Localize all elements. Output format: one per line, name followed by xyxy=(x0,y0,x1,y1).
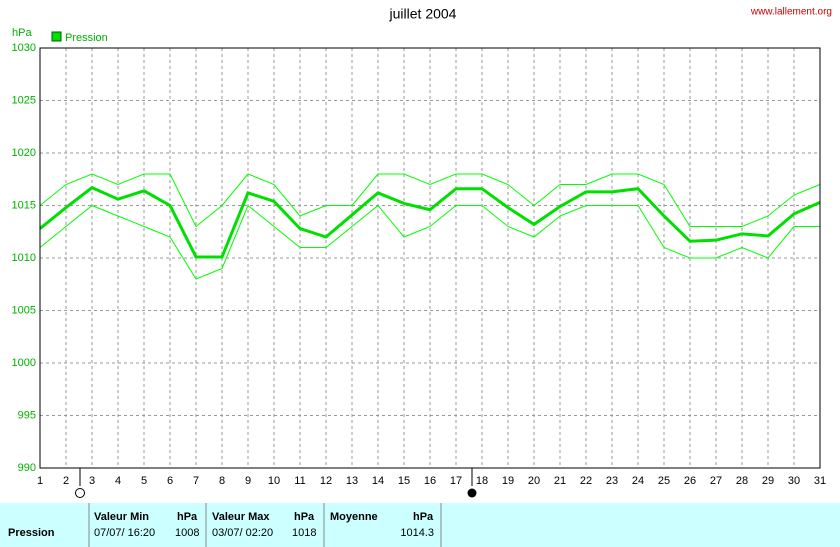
x-tick-label: 11 xyxy=(294,475,305,487)
stats-header: Valeur Max xyxy=(212,511,270,523)
x-tick-label: 29 xyxy=(762,475,774,487)
x-tick-label: 19 xyxy=(502,475,514,487)
x-tick-label: 21 xyxy=(554,475,566,487)
x-tick-label: 7 xyxy=(193,475,199,487)
stats-header: Moyenne xyxy=(330,511,378,523)
x-tick-label: 23 xyxy=(606,475,618,487)
x-tick-label: 30 xyxy=(788,475,800,487)
x-tick-label: 31 xyxy=(814,475,826,487)
x-tick-label: 6 xyxy=(167,475,173,487)
new-moon xyxy=(467,488,477,498)
legend-swatch xyxy=(51,31,62,42)
x-tick-label: 8 xyxy=(219,475,225,487)
plot-frame xyxy=(39,47,821,469)
stats-date: 03/07/ 02:20 xyxy=(212,527,273,539)
x-tick-label: 22 xyxy=(580,475,592,487)
range-line xyxy=(39,173,821,228)
y-tick-label: 995 xyxy=(18,409,36,421)
x-tick-label: 2 xyxy=(63,475,69,487)
x-tick-label: 24 xyxy=(632,475,644,487)
x-tick-label: 3 xyxy=(89,475,95,487)
x-tick-label: 17 xyxy=(450,475,462,487)
legend-label: Pression xyxy=(65,32,108,44)
x-tick-label: 26 xyxy=(684,475,696,487)
stats-dividers xyxy=(88,503,442,547)
x-tick-label: 20 xyxy=(528,475,540,487)
x-tick-label: 9 xyxy=(245,475,251,487)
stats-value: 1018 xyxy=(292,527,316,539)
x-tick-label: 14 xyxy=(372,475,384,487)
x-tick-label: 13 xyxy=(346,475,358,487)
range-line xyxy=(39,204,820,280)
stats-date: 07/07/ 16:20 xyxy=(94,527,155,539)
x-tick-label: 10 xyxy=(268,475,280,487)
stats-value: 1008 xyxy=(175,527,199,539)
x-tick-label: 28 xyxy=(736,475,748,487)
x-tick-label: 18 xyxy=(476,475,488,487)
y-tick-label: 1015 xyxy=(12,199,36,211)
stats-unit: hPa xyxy=(177,511,198,523)
y-tick-label: 1005 xyxy=(12,304,36,316)
x-tick-label: 27 xyxy=(710,475,722,487)
x-tick-label: 15 xyxy=(398,475,410,487)
y-tick-label: 990 xyxy=(18,462,36,474)
stats-unit: hPa xyxy=(413,511,434,523)
x-tick-label: 5 xyxy=(141,475,147,487)
x-tick-label: 4 xyxy=(115,475,121,487)
stats-unit: hPa xyxy=(294,511,315,523)
x-tick-label: 1 xyxy=(37,475,43,487)
full-moon xyxy=(75,488,85,498)
stats-row-label: Pression xyxy=(8,527,55,539)
stats-header: Valeur Min xyxy=(94,511,149,523)
stats-panel xyxy=(0,503,840,547)
source: www.lallement.org xyxy=(750,7,832,18)
y-tick-label: 1025 xyxy=(12,94,36,106)
x-tick-label: 25 xyxy=(658,475,670,487)
y-tick-label: 1020 xyxy=(12,147,36,159)
mean-line xyxy=(39,185,821,259)
x-tick-label: 16 xyxy=(424,475,436,487)
x-tick-label: 12 xyxy=(320,475,332,487)
chart-title: juillet 2004 xyxy=(389,6,457,22)
y-tick-label: 1030 xyxy=(12,42,36,54)
y-tick-label: 1000 xyxy=(12,357,36,369)
y-tick-label: 1010 xyxy=(12,252,36,264)
y-axis-label: hPa xyxy=(12,27,32,39)
stats-value: 1014.3 xyxy=(400,527,434,539)
